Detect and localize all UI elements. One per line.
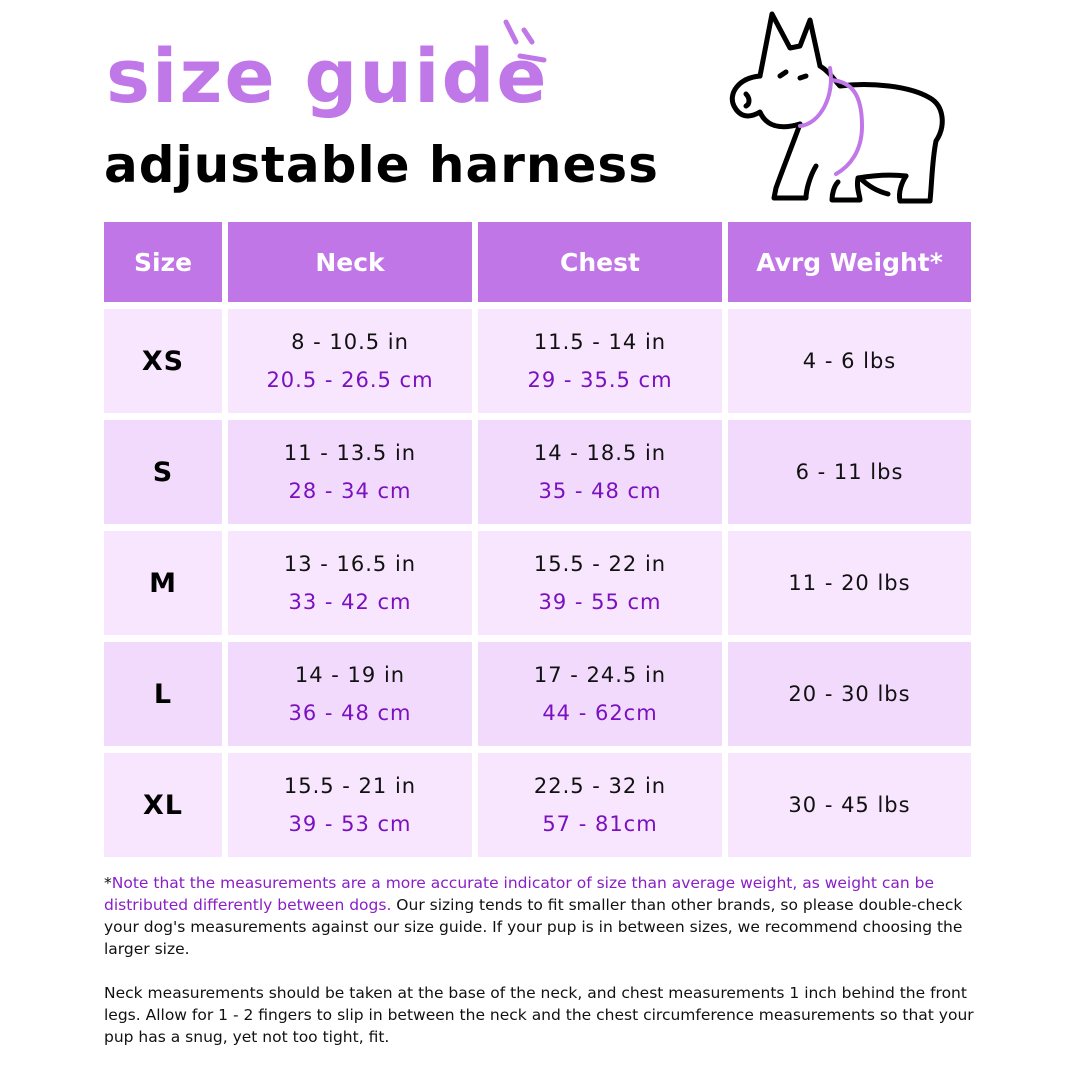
chest-cell: 17 - 24.5 in 44 - 62cm — [478, 642, 722, 746]
neck-inches: 11 - 13.5 in — [283, 441, 417, 465]
chest-inches: 11.5 - 14 in — [533, 330, 667, 354]
header-chest: Chest — [478, 222, 722, 302]
size-cell: L — [104, 642, 222, 746]
neck-cm: 28 - 34 cm — [288, 479, 412, 503]
chest-inches: 17 - 24.5 in — [533, 663, 667, 687]
note-highlight: Note that the measurements are a more ac… — [104, 874, 935, 914]
note-rest: Our sizing tends to fit smaller than oth… — [104, 896, 963, 958]
page-subtitle: adjustable harness — [104, 136, 659, 194]
neck-cell: 13 - 16.5 in 33 - 42 cm — [228, 531, 472, 635]
size-label: L — [153, 678, 173, 710]
weight-value: 11 - 20 lbs — [788, 571, 911, 595]
sparkle-icon — [503, 19, 547, 63]
weight-value: 6 - 11 lbs — [795, 460, 904, 484]
size-cell: XS — [104, 309, 222, 413]
header-size: Size — [104, 222, 222, 302]
chest-inches: 22.5 - 32 in — [533, 774, 667, 798]
size-cell: M — [104, 531, 222, 635]
neck-inches: 14 - 19 in — [294, 663, 406, 687]
notes: *Note that the measurements are a more a… — [104, 872, 974, 1070]
page-title: size guide — [106, 34, 549, 120]
weight-value: 20 - 30 lbs — [788, 682, 911, 706]
weight-cell: 6 - 11 lbs — [728, 420, 971, 524]
note-paragraph-2: Neck measurements should be taken at the… — [104, 984, 974, 1046]
size-label: S — [152, 456, 174, 488]
neck-cell: 15.5 - 21 in 39 - 53 cm — [228, 753, 472, 857]
neck-cm: 36 - 48 cm — [288, 701, 412, 725]
size-cell: S — [104, 420, 222, 524]
chest-cm: 44 - 62cm — [542, 701, 658, 725]
chest-cell: 11.5 - 14 in 29 - 35.5 cm — [478, 309, 722, 413]
neck-cm: 33 - 42 cm — [288, 590, 412, 614]
weight-cell: 20 - 30 lbs — [728, 642, 971, 746]
note-paragraph-1: *Note that the measurements are a more a… — [104, 872, 974, 960]
chest-cell: 15.5 - 22 in 39 - 55 cm — [478, 531, 722, 635]
chest-inches: 15.5 - 22 in — [533, 552, 667, 576]
neck-inches: 8 - 10.5 in — [291, 330, 409, 354]
size-label: M — [149, 567, 177, 599]
asterisk: * — [104, 874, 112, 892]
size-cell: XL — [104, 753, 222, 857]
neck-cm: 20.5 - 26.5 cm — [266, 368, 434, 392]
weight-value: 30 - 45 lbs — [788, 793, 911, 817]
dog-harness-illustration — [729, 11, 945, 204]
chest-cell: 14 - 18.5 in 35 - 48 cm — [478, 420, 722, 524]
neck-cm: 39 - 53 cm — [288, 812, 412, 836]
neck-inches: 15.5 - 21 in — [283, 774, 417, 798]
header-neck: Neck — [228, 222, 472, 302]
chest-cm: 35 - 48 cm — [538, 479, 662, 503]
size-label: XS — [141, 345, 185, 377]
weight-cell: 11 - 20 lbs — [728, 531, 971, 635]
weight-cell: 4 - 6 lbs — [728, 309, 971, 413]
neck-cell: 14 - 19 in 36 - 48 cm — [228, 642, 472, 746]
weight-cell: 30 - 45 lbs — [728, 753, 971, 857]
header-weight: Avrg Weight* — [728, 222, 971, 302]
size-label: XL — [142, 789, 184, 821]
neck-cell: 8 - 10.5 in 20.5 - 26.5 cm — [228, 309, 472, 413]
size-table: Size Neck Chest Avrg Weight* XS 8 - 10.5 … — [104, 222, 971, 857]
chest-cm: 57 - 81cm — [542, 812, 658, 836]
chest-cm: 39 - 55 cm — [538, 590, 662, 614]
weight-value: 4 - 6 lbs — [802, 349, 897, 373]
chest-cm: 29 - 35.5 cm — [527, 368, 673, 392]
chest-cell: 22.5 - 32 in 57 - 81cm — [478, 753, 722, 857]
chest-inches: 14 - 18.5 in — [533, 441, 667, 465]
neck-inches: 13 - 16.5 in — [283, 552, 417, 576]
neck-cell: 11 - 13.5 in 28 - 34 cm — [228, 420, 472, 524]
